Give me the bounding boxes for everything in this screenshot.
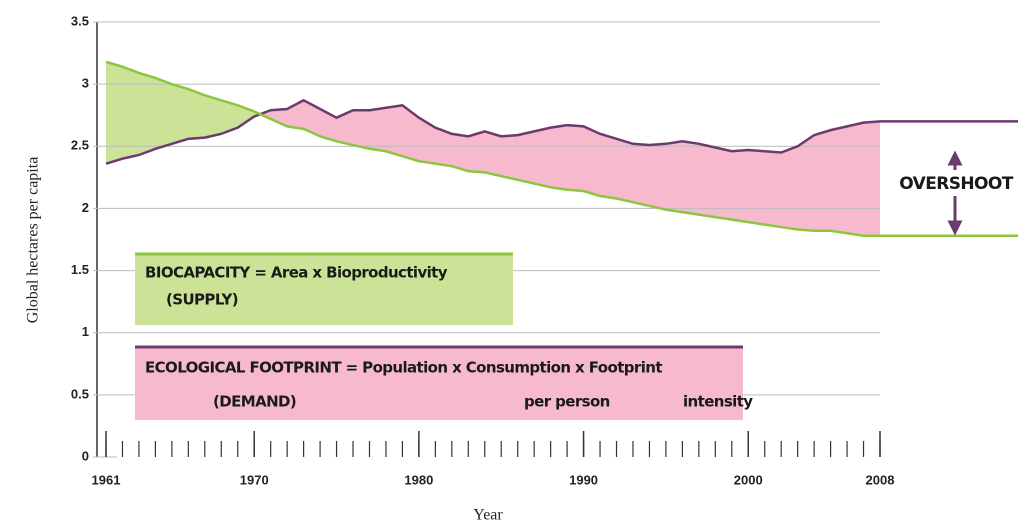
x-axis-title: Year <box>473 507 503 524</box>
x-tick-label: 1980 <box>404 472 433 487</box>
y-tick-label: 1.5 <box>71 262 89 277</box>
biocapacity-box <box>135 254 513 325</box>
x-tick-label: 1990 <box>569 472 598 487</box>
x-tick-label: 1961 <box>92 472 121 487</box>
deficit-area <box>106 61 880 236</box>
x-tick-label: 2008 <box>866 472 895 487</box>
box-text: (SUPPLY) <box>166 291 238 309</box>
y-tick-label: 0.5 <box>71 386 89 401</box>
series-line <box>105 60 880 238</box>
footprint-box <box>135 347 743 420</box>
y-tick-label: 1 <box>82 324 89 339</box>
box-text: (DEMAND) <box>213 393 296 411</box>
overshoot-label: OVERSHOOT <box>899 174 1013 194</box>
label-bg <box>900 170 1012 196</box>
box-text: intensity <box>683 393 753 411</box>
box-text: BIOCAPACITY = Area x Bioproductivity <box>145 264 448 282</box>
series-line <box>105 98 881 165</box>
box-text: ECOLOGICAL FOOTPRINT = Population x Cons… <box>145 359 662 377</box>
y-tick-label: 3 <box>82 76 89 91</box>
y-tick-label: 2 <box>82 200 89 215</box>
y-tick-label: 2.5 <box>71 138 89 153</box>
x-tick-label: 2000 <box>734 472 763 487</box>
box-text: per person <box>524 393 610 411</box>
y-tick-label: 3.5 <box>71 13 89 28</box>
y-axis-title: Global hectares per capita <box>25 157 42 324</box>
y-tick-label: 0 <box>82 448 89 463</box>
x-tick-label: 1970 <box>240 472 269 487</box>
